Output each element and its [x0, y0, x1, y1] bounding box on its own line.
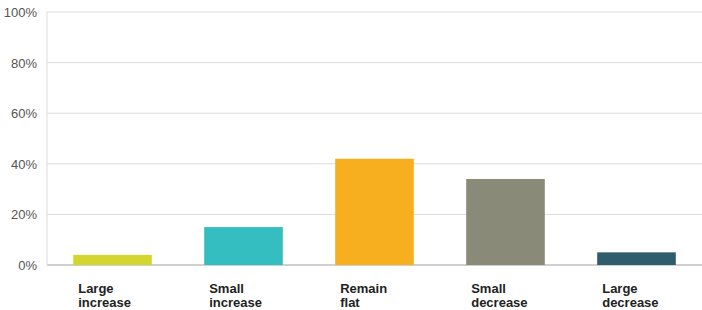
x-tick-label: Largeincrease — [78, 281, 131, 310]
x-tick-label: Remainflat — [340, 281, 387, 310]
y-tick-label: 80% — [11, 56, 37, 71]
chart-container: 0% 20% 40% 60% 80% 100% Largeincrease Smallincr… — [0, 0, 702, 310]
bar — [73, 255, 152, 265]
x-tick-label: Smalldecrease — [471, 281, 527, 310]
bar — [335, 159, 414, 265]
y-tick-label: 40% — [11, 157, 37, 172]
y-tick-label: 20% — [11, 207, 37, 222]
grid-line — [47, 12, 702, 13]
bar — [466, 179, 545, 265]
grid-line — [47, 62, 702, 63]
y-axis-line — [47, 12, 48, 265]
grid — [47, 12, 702, 265]
bar — [597, 252, 676, 265]
chart-svg: 0% 20% 40% 60% 80% 100% Largeincrease Smallincr… — [0, 0, 702, 310]
x-tick-label: Largedecrease — [602, 281, 658, 310]
y-tick-label: 100% — [4, 5, 38, 20]
y-tick-label: 0% — [18, 258, 37, 273]
bar — [204, 227, 283, 265]
grid-line — [47, 113, 702, 114]
y-tick-label: 60% — [11, 106, 37, 121]
x-tick-label: Smallincrease — [209, 281, 262, 310]
bars — [73, 159, 676, 265]
